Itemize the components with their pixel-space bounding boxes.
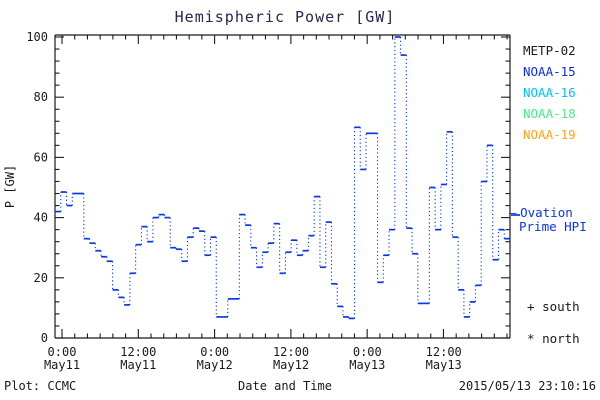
x-tick-time-label: 0:00 [48, 345, 77, 359]
x-tick-time-label: 12:00 [426, 345, 462, 359]
legend-item-noaa-18: NOAA-18 [523, 106, 576, 121]
ovation-legend-line2: Prime HPI [519, 219, 587, 234]
x-tick-time-label: 0:00 [353, 345, 382, 359]
north-label: north [542, 331, 580, 346]
y-tick-label: 80 [34, 90, 48, 104]
x-tick-date-label: May11 [44, 358, 80, 372]
plus-marker-icon: + [527, 299, 535, 314]
x-tick-date-label: May12 [197, 358, 233, 372]
asterisk-marker-icon: * [527, 331, 535, 346]
y-tick-label: 40 [34, 211, 48, 225]
ovation-legend: — Ovation Prime HPI [509, 206, 587, 234]
south-marker-legend: + south [527, 299, 580, 314]
x-axis-title: Date and Time [238, 379, 332, 393]
legend-item-noaa-19: NOAA-19 [523, 127, 576, 142]
legend-item-noaa-15: NOAA-15 [523, 64, 576, 79]
x-tick-time-label: 12:00 [120, 345, 156, 359]
legend-item-noaa-16: NOAA-16 [523, 85, 576, 100]
plot-credit: Plot: CCMC [4, 379, 77, 393]
x-tick-date-label: May13 [349, 358, 385, 372]
ovation-label-1: Ovation [520, 205, 573, 220]
plot-timestamp: 2015/05/13 23:10:16 [458, 379, 596, 393]
satellite-legend: METP-02 NOAA-15 NOAA-16 NOAA-18 NOAA-19 [523, 40, 576, 145]
y-axis-title: P [GW] [3, 165, 17, 208]
south-label: south [542, 299, 580, 314]
x-tick-time-label: 12:00 [273, 345, 309, 359]
ovation-legend-line1: — Ovation [509, 206, 587, 220]
north-marker-legend: * north [527, 331, 580, 346]
ovation-line-marker-icon: — [509, 205, 521, 220]
y-tick-label: 100 [26, 30, 48, 44]
legend-item-metp-02: METP-02 [523, 43, 576, 58]
y-tick-label: 20 [34, 271, 48, 285]
y-tick-label: 0 [41, 331, 48, 345]
x-tick-date-label: May11 [120, 358, 156, 372]
y-tick-label: 60 [34, 150, 48, 164]
x-tick-date-label: May12 [273, 358, 309, 372]
x-tick-date-label: May13 [426, 358, 462, 372]
x-tick-time-label: 0:00 [200, 345, 229, 359]
chart-title: Hemispheric Power [GW] [174, 8, 396, 26]
